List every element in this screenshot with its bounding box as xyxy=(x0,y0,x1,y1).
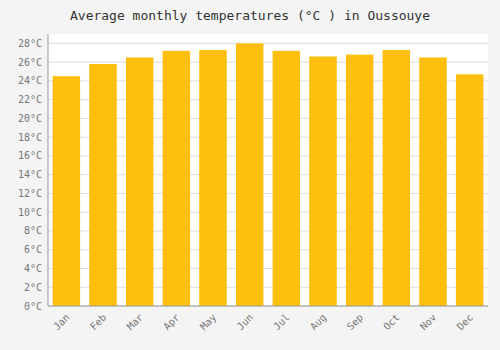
x-tick-label: Jan xyxy=(51,312,72,333)
y-tick-label: 28°C xyxy=(18,38,42,49)
x-tick-label: Jun xyxy=(235,312,256,333)
bar xyxy=(309,57,337,306)
x-tick-label: Apr xyxy=(161,312,182,333)
plot-area xyxy=(48,34,488,306)
y-tick-label: 26°C xyxy=(18,57,42,68)
y-tick-label: 0°C xyxy=(24,301,42,312)
x-tick-label: Feb xyxy=(88,312,109,333)
grid-line xyxy=(48,306,488,307)
y-tick-label: 14°C xyxy=(18,169,42,180)
y-tick-label: 18°C xyxy=(18,132,42,143)
bar xyxy=(89,64,117,306)
y-tick-label: 8°C xyxy=(24,225,42,236)
x-tick-label: Oct xyxy=(381,312,402,333)
y-axis-line xyxy=(48,34,49,306)
bar xyxy=(126,57,153,306)
bar xyxy=(383,50,411,306)
x-tick-label: Mar xyxy=(125,312,146,333)
y-tick-label: 22°C xyxy=(18,94,42,105)
y-tick-label: 16°C xyxy=(18,150,42,161)
bar xyxy=(419,57,447,306)
x-tick-label: Jul xyxy=(271,312,292,333)
y-tick-label: 10°C xyxy=(18,207,42,218)
bar xyxy=(273,51,301,306)
background xyxy=(0,0,500,350)
x-tick-label: Sep xyxy=(345,312,366,333)
grid-line xyxy=(48,43,488,44)
y-tick-label: 12°C xyxy=(18,188,42,199)
title: Average monthly temperatures (°C ) in Ou… xyxy=(70,8,430,23)
x-tick-label: Nov xyxy=(418,312,439,333)
x-tick-label: Dec xyxy=(455,312,476,333)
bar xyxy=(53,76,80,306)
x-tick-label: Aug xyxy=(308,312,329,333)
bars xyxy=(53,43,484,306)
bar xyxy=(456,74,484,306)
bar xyxy=(346,55,374,306)
x-axis-line xyxy=(48,306,488,307)
y-tick-label: 6°C xyxy=(24,244,42,255)
y-tick-label: 4°C xyxy=(24,263,42,274)
bar xyxy=(163,51,191,306)
y-tick-label: 20°C xyxy=(18,113,42,124)
y-tick-label: 2°C xyxy=(24,282,42,293)
x-tick-label: May xyxy=(198,312,219,333)
chart: Average monthly temperatures (°C ) in Ou… xyxy=(0,0,500,350)
bar xyxy=(236,43,264,306)
y-tick-label: 24°C xyxy=(18,75,42,86)
bar xyxy=(199,50,227,306)
